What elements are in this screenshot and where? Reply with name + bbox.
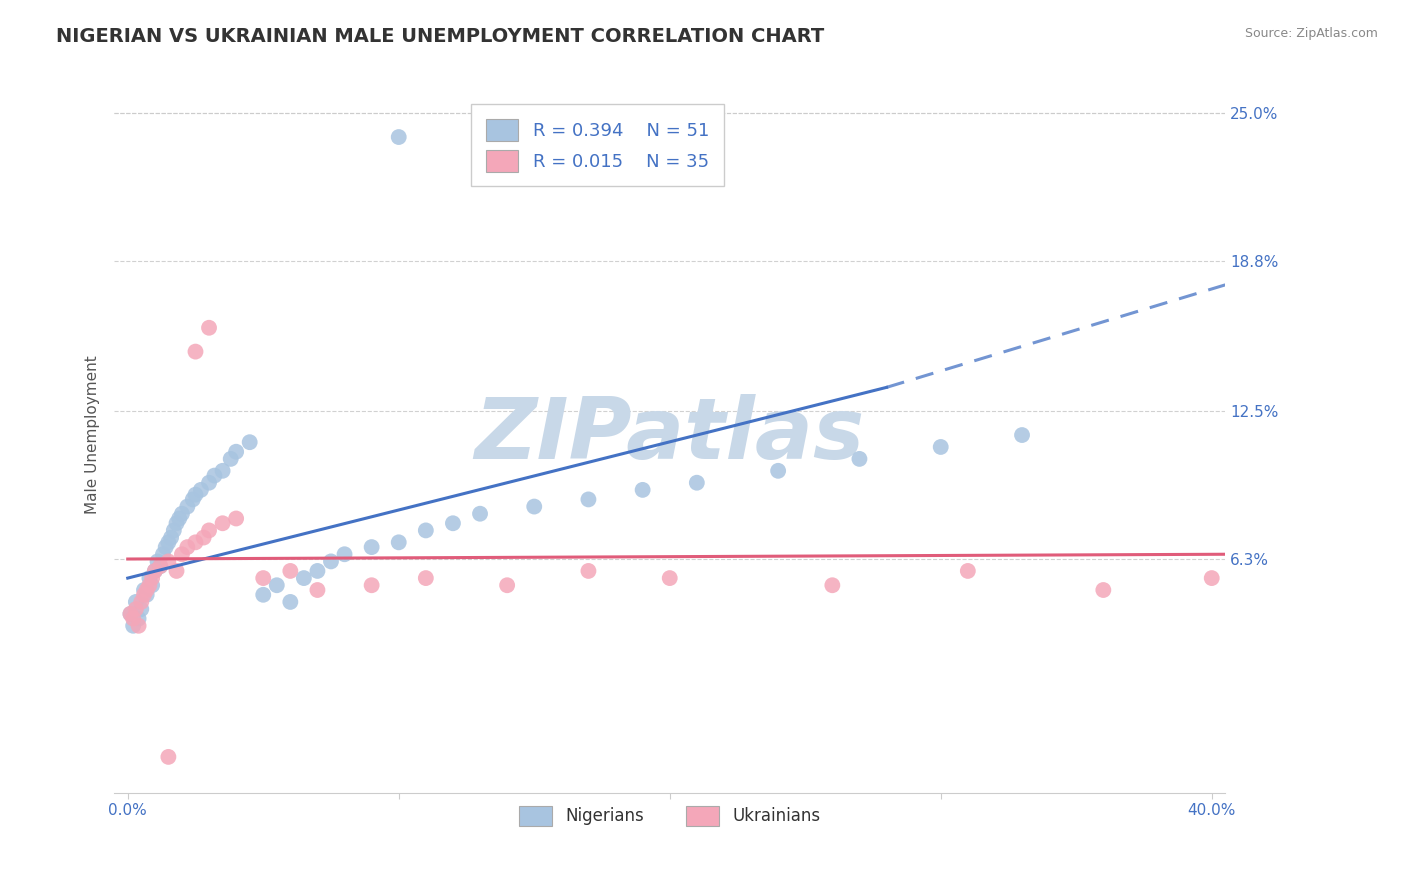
Point bbox=[252, 571, 274, 585]
Legend: Nigerians, Ukrainians: Nigerians, Ukrainians bbox=[510, 797, 830, 834]
Point bbox=[176, 500, 198, 514]
Point bbox=[176, 540, 198, 554]
Point bbox=[211, 516, 233, 531]
Point bbox=[141, 578, 163, 592]
Point bbox=[157, 535, 180, 549]
Point bbox=[278, 564, 301, 578]
Point bbox=[686, 475, 709, 490]
Point bbox=[307, 582, 329, 597]
Point bbox=[184, 488, 207, 502]
Point bbox=[149, 559, 172, 574]
Point bbox=[149, 559, 172, 574]
Point bbox=[266, 578, 288, 592]
Point bbox=[138, 571, 160, 585]
Point bbox=[198, 524, 221, 538]
Point bbox=[631, 483, 654, 497]
Point bbox=[415, 571, 437, 585]
Point bbox=[307, 564, 329, 578]
Point bbox=[120, 607, 142, 621]
Point bbox=[143, 564, 166, 578]
Point bbox=[252, 588, 274, 602]
Point bbox=[766, 464, 789, 478]
Point bbox=[1201, 571, 1223, 585]
Point bbox=[141, 571, 163, 585]
Point bbox=[170, 507, 193, 521]
Point bbox=[190, 483, 212, 497]
Point bbox=[848, 451, 870, 466]
Text: ZIPatlas: ZIPatlas bbox=[475, 393, 865, 476]
Point bbox=[1011, 428, 1033, 442]
Point bbox=[496, 578, 519, 592]
Point bbox=[219, 451, 242, 466]
Point bbox=[132, 582, 155, 597]
Point bbox=[157, 554, 180, 568]
Point bbox=[193, 531, 215, 545]
Point bbox=[578, 492, 600, 507]
Point bbox=[132, 588, 155, 602]
Point bbox=[821, 578, 844, 592]
Point bbox=[125, 602, 148, 616]
Point bbox=[441, 516, 464, 531]
Point bbox=[170, 547, 193, 561]
Point bbox=[198, 475, 221, 490]
Point bbox=[167, 511, 190, 525]
Point bbox=[152, 547, 174, 561]
Point bbox=[388, 130, 411, 145]
Point bbox=[319, 554, 342, 568]
Point bbox=[523, 500, 546, 514]
Point bbox=[1092, 582, 1115, 597]
Point bbox=[138, 578, 160, 592]
Point bbox=[143, 564, 166, 578]
Point bbox=[225, 511, 247, 525]
Point bbox=[415, 524, 437, 538]
Point bbox=[155, 540, 177, 554]
Point bbox=[225, 444, 247, 458]
Point bbox=[135, 582, 157, 597]
Text: NIGERIAN VS UKRAINIAN MALE UNEMPLOYMENT CORRELATION CHART: NIGERIAN VS UKRAINIAN MALE UNEMPLOYMENT … bbox=[56, 27, 824, 45]
Point bbox=[956, 564, 979, 578]
Point bbox=[128, 612, 150, 626]
Point bbox=[157, 750, 180, 764]
Point bbox=[129, 595, 152, 609]
Point bbox=[468, 507, 491, 521]
Point bbox=[160, 531, 183, 545]
Point bbox=[184, 344, 207, 359]
Point bbox=[204, 468, 226, 483]
Point bbox=[278, 595, 301, 609]
Point bbox=[658, 571, 681, 585]
Point bbox=[122, 612, 145, 626]
Point bbox=[198, 320, 221, 334]
Point bbox=[163, 524, 186, 538]
Point bbox=[292, 571, 315, 585]
Point bbox=[146, 554, 169, 568]
Point bbox=[181, 492, 204, 507]
Point bbox=[128, 619, 150, 633]
Point bbox=[122, 619, 145, 633]
Text: Source: ZipAtlas.com: Source: ZipAtlas.com bbox=[1244, 27, 1378, 40]
Y-axis label: Male Unemployment: Male Unemployment bbox=[86, 356, 100, 515]
Point bbox=[166, 516, 188, 531]
Point bbox=[360, 540, 382, 554]
Point bbox=[211, 464, 233, 478]
Point bbox=[135, 588, 157, 602]
Point bbox=[239, 435, 262, 450]
Point bbox=[120, 607, 142, 621]
Point bbox=[129, 602, 152, 616]
Point bbox=[184, 535, 207, 549]
Point bbox=[388, 535, 411, 549]
Point bbox=[125, 595, 148, 609]
Point bbox=[333, 547, 356, 561]
Point bbox=[166, 564, 188, 578]
Point bbox=[360, 578, 382, 592]
Point bbox=[578, 564, 600, 578]
Point bbox=[929, 440, 952, 454]
